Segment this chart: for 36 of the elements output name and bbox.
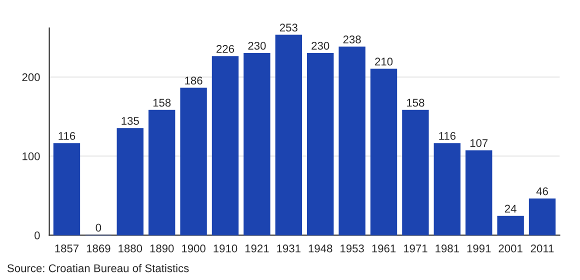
x-tick-label: 1880 bbox=[118, 244, 142, 252]
x-tick-label: 1971 bbox=[404, 244, 428, 252]
y-tick-label: 200 bbox=[22, 73, 40, 82]
data-label: 116 bbox=[58, 132, 76, 140]
x-tick-label: 1931 bbox=[277, 244, 300, 252]
x-tick-label: 1953 bbox=[340, 244, 364, 252]
data-label: 238 bbox=[343, 36, 361, 44]
x-tick-label: 1890 bbox=[150, 244, 174, 252]
x-tick-label: 2011 bbox=[530, 244, 554, 252]
x-tick-label: 1991 bbox=[467, 244, 491, 252]
data-label: 186 bbox=[185, 76, 202, 85]
x-tick-label: 1961 bbox=[372, 244, 396, 252]
data-label: 107 bbox=[470, 139, 488, 147]
data-label: 210 bbox=[375, 58, 393, 66]
data-label: 158 bbox=[153, 98, 171, 107]
x-tick-label: 1948 bbox=[308, 244, 332, 252]
x-tick-label: 1910 bbox=[214, 244, 238, 252]
data-label: 135 bbox=[122, 116, 139, 125]
data-label: 253 bbox=[280, 24, 298, 32]
data-label: 158 bbox=[407, 98, 424, 107]
x-tick-label: 1857 bbox=[55, 244, 79, 252]
data-label: 230 bbox=[312, 42, 330, 50]
x-tick-label: 2001 bbox=[498, 244, 522, 252]
x-tick-label: 1900 bbox=[182, 244, 206, 252]
data-label: 230 bbox=[248, 42, 266, 50]
data-label: 0 bbox=[96, 224, 102, 232]
data-label: 24 bbox=[504, 204, 516, 213]
x-tick-label: 1869 bbox=[86, 244, 110, 252]
data-label: 226 bbox=[216, 45, 234, 53]
data-label: 116 bbox=[439, 132, 456, 140]
y-tick-label: 100 bbox=[22, 152, 40, 160]
source-note: Source: Croatian Bureau of Statistics bbox=[7, 264, 189, 272]
x-tick-label: 1921 bbox=[245, 244, 269, 252]
y-tick-label: 0 bbox=[34, 231, 40, 240]
x-tick-label: 1981 bbox=[436, 244, 459, 252]
data-label: 46 bbox=[536, 187, 548, 196]
